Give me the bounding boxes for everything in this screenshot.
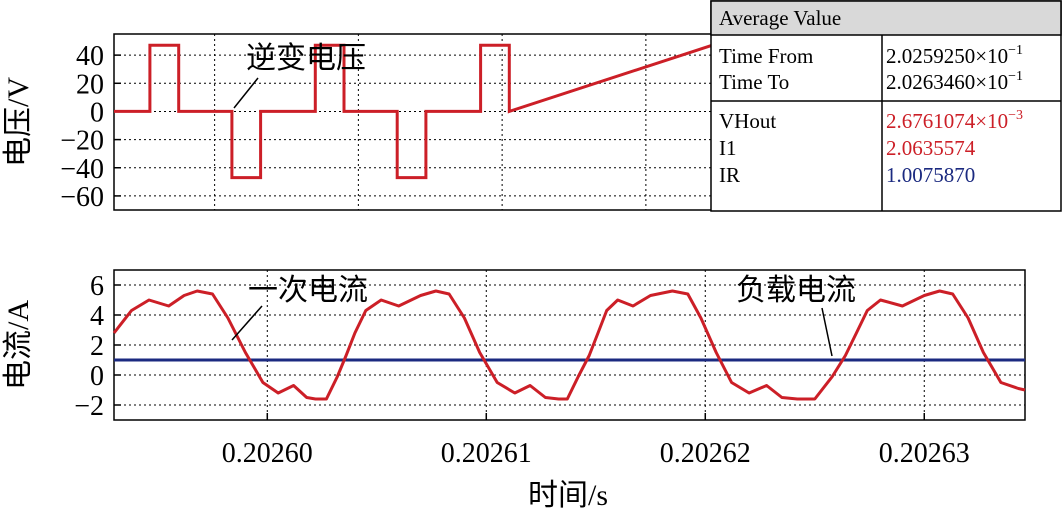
- table-title: Average Value: [719, 6, 841, 30]
- current-grid: [114, 270, 1025, 420]
- table-frame: [710, 0, 1062, 212]
- vhout-mantissa: 2.6761074×10: [886, 109, 1008, 133]
- i1-value: 2.0635574: [886, 136, 976, 160]
- current-y-tick-label: 6: [90, 271, 104, 302]
- voltage-y-tick-label: 40: [76, 41, 104, 72]
- voltage-y-tick-label: −20: [60, 126, 104, 157]
- vhout-value: 2.6761074×10−3: [886, 108, 1023, 133]
- voltage-series-line: [114, 43, 713, 180]
- voltage-annotation-leader: [233, 77, 259, 109]
- current-x-axis-label: 时间/s: [528, 479, 608, 512]
- vhout-label: VHout: [719, 109, 776, 133]
- time-from-value: 2.0259250×10−1: [886, 43, 1023, 68]
- time-to-mantissa: 2.0263460×10: [886, 70, 1008, 94]
- voltage-plot-frame: [113, 33, 713, 211]
- ir-value: 1.0075870: [886, 163, 975, 187]
- primary-current-annotation: 一次电流: [248, 274, 368, 307]
- time-to-value: 2.0263460×10−1: [886, 69, 1023, 94]
- current-x-ticks: 0.20260 0.20261 0.20262 0.20263: [222, 413, 970, 469]
- time-to-exponent: −1: [1008, 69, 1023, 84]
- table-header-bg: [710, 0, 1062, 36]
- load-current-annotation: 负载电流: [736, 274, 856, 307]
- load-current-annotation-leader: [821, 307, 833, 357]
- primary-current-annotation-leader: [231, 305, 263, 341]
- voltage-grid: [114, 34, 712, 210]
- current-y-tick-label: 2: [90, 331, 104, 362]
- i1-label: I1: [719, 136, 737, 160]
- current-x-tick-label: 0.20261: [441, 438, 532, 469]
- vhout-exponent: −3: [1008, 108, 1023, 123]
- voltage-y-axis-label: 电压/V: [2, 77, 35, 167]
- current-y-tick-label: 0: [90, 361, 104, 392]
- voltage-y-tick-label: −40: [60, 154, 104, 185]
- current-y-tick-label: −2: [74, 391, 104, 422]
- average-value-table: Average Value Time From 2.0259250×10−1 T…: [710, 0, 1062, 212]
- voltage-y-tick-label: 20: [76, 69, 104, 100]
- time-to-label: Time To: [719, 70, 789, 94]
- voltage-y-tick-label: 0: [90, 97, 104, 128]
- time-from-mantissa: 2.0259250×10: [886, 44, 1008, 68]
- current-x-tick-label: 0.20263: [879, 438, 970, 469]
- ir-label: IR: [719, 163, 740, 187]
- current-y-tick-label: 4: [90, 301, 104, 332]
- time-from-label: Time From: [719, 44, 813, 68]
- current-x-tick-label: 0.20260: [222, 438, 313, 469]
- voltage-y-tick-label: −60: [60, 182, 104, 213]
- current-y-axis-label: 电流/A: [2, 300, 35, 390]
- time-from-exponent: −1: [1008, 43, 1023, 58]
- voltage-annotation: 逆变电压: [246, 42, 366, 75]
- primary-current-line: [112, 289, 1026, 401]
- current-x-tick-label: 0.20262: [660, 438, 751, 469]
